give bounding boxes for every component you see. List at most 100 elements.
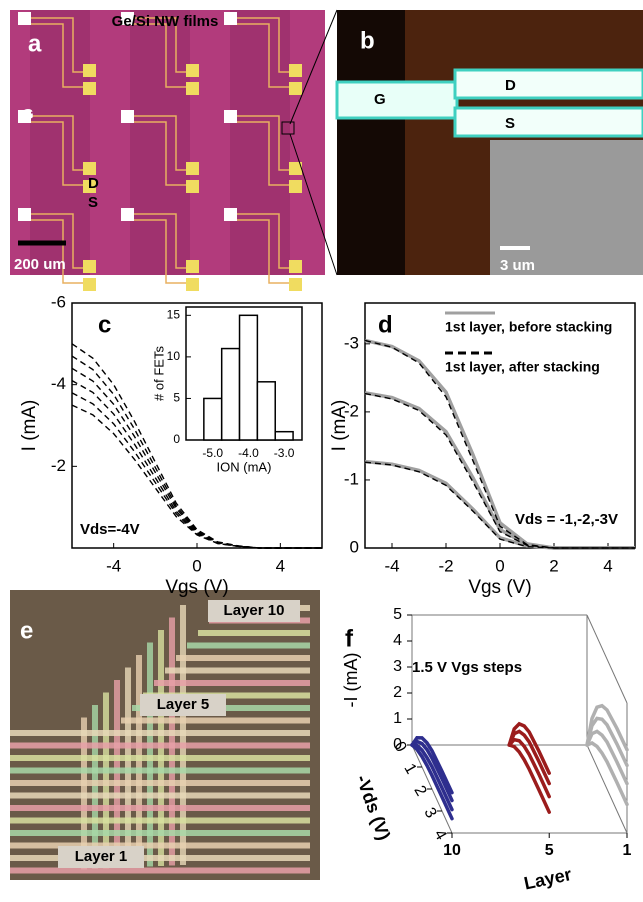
stacked-line [198,630,310,636]
pad [186,64,199,77]
annotation: Vds = -1,-2,-3V [515,511,618,528]
z-tick-label: 5 [393,606,402,623]
pad [121,208,134,221]
y-tick-label: -2 [51,456,66,475]
stacked-line [10,830,310,836]
label: G [374,91,386,108]
film-band [130,10,190,275]
histogram-bar [222,349,240,440]
pad [83,64,96,77]
panel-e-image [10,590,320,880]
annotation: Vds=-4V [80,521,140,538]
stacked-line [10,780,310,786]
histogram-bar [240,315,258,440]
z-tick-label: 4 [393,632,402,649]
legend-label: 1st layer, before stacking [445,319,612,335]
x-tick-label: 4 [276,556,285,575]
z-axis-label: -I (mA) [341,653,361,708]
pad [83,278,96,291]
x-axis-label: ION (mA) [217,459,272,474]
x-tick-label: 1 [400,761,419,777]
x-tick-label: 4 [430,827,449,843]
panel-letter: b [360,27,375,54]
y-tick-label: 15 [167,307,181,321]
y-axis-label: # of FETs [151,346,166,401]
stacked-line [114,680,120,868]
y-tick-label: 0 [350,537,359,556]
y-axis-label: I (mA) [329,400,350,452]
z-tick-label: 3 [393,658,402,675]
label: 200 um [14,256,66,273]
x-tick-label: -4 [384,556,399,575]
pad [121,110,134,123]
x-tick-label: 3 [420,805,439,821]
y-tick-label: -1 [344,469,359,488]
pad [289,278,302,291]
pad [289,180,302,193]
stacked-line [10,768,310,774]
pad [186,260,199,273]
layer-tick-label: 1 [623,842,632,859]
film-band [230,10,290,275]
x-axis-label: -Vds (V) [352,772,394,843]
x-tick-label: 4 [603,556,612,575]
y-tick-label: -4 [51,374,66,393]
pad [83,162,96,175]
stacked-line [121,718,310,724]
sem-inset [490,140,643,275]
stacked-line [10,743,310,749]
label: Ge/Si NW films [112,13,219,30]
label: D [88,175,99,192]
stacked-line [10,805,310,811]
x-tick-label: -2 [438,556,453,575]
layer-tick-label: 5 [545,842,554,859]
pad [186,278,199,291]
pad [18,208,31,221]
source-electrode [455,108,643,136]
pad [83,260,96,273]
label: 3 um [500,257,535,274]
panel-letter: c [98,311,111,338]
panel-a-image [10,10,325,291]
y-tick-label: -6 [51,292,66,311]
label: S [88,194,98,211]
y-axis-label: I (mA) [19,400,40,452]
panel-letter: d [378,311,393,338]
pad [289,64,302,77]
stacked-line [10,730,310,736]
x-tick-label: 0 [495,556,504,575]
layer-tick-label: 10 [443,842,461,859]
x-tick-label: -4 [106,556,121,575]
pad [224,208,237,221]
x-tick-label: 2 [410,783,429,799]
label: Layer 10 [224,602,285,619]
y-tick-label: 0 [173,432,180,446]
stacked-line [10,855,310,861]
histogram-bar [275,432,293,440]
pad [186,82,199,95]
panel-b-image [337,10,643,275]
label: S [505,115,515,132]
z-tick-label: 1 [393,710,402,727]
stacked-line [10,755,310,761]
pad [289,260,302,273]
label: Layer 1 [75,848,128,865]
pad [186,180,199,193]
pad [83,82,96,95]
panel-letter: a [28,30,42,57]
legend-label: 1st layer, after stacking [445,359,600,375]
box-edge [587,615,627,703]
x-axis-label: Vgs (V) [468,577,531,598]
panel-letter: e [20,617,33,644]
stacked-line [165,668,310,674]
pad [186,162,199,175]
x-tick-label: 0 [192,556,201,575]
stacked-line [176,655,310,661]
figure: a Ge/Si NW films G D S 200 um b G D S 3 … [0,0,643,897]
drain-electrode [455,70,643,98]
x-tick-label: 2 [549,556,558,575]
stacked-line [10,818,310,824]
stacked-line [169,618,175,866]
pad [289,82,302,95]
x-tick-label: -5.0 [202,446,223,460]
